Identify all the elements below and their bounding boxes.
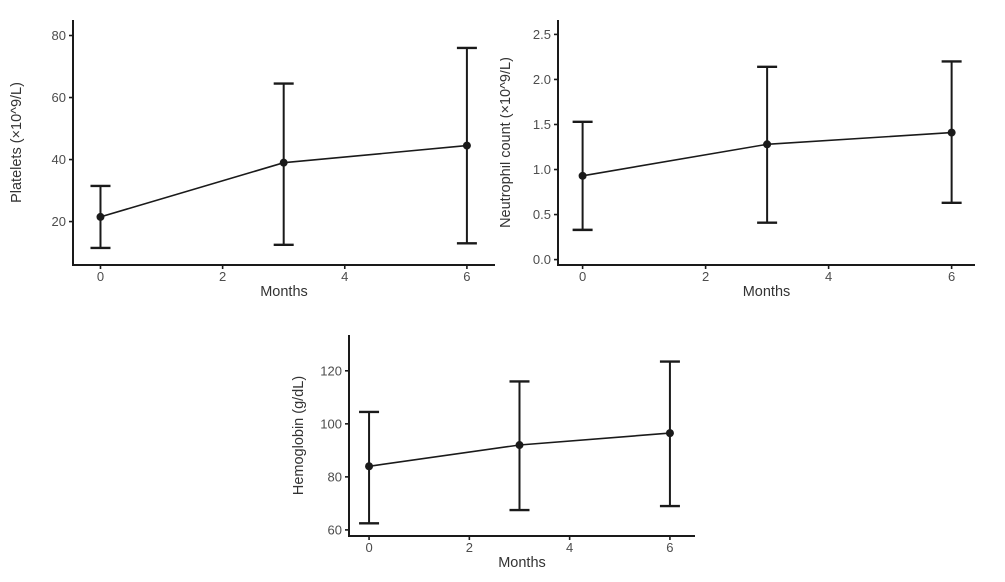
data-point	[947, 128, 956, 137]
y-tick-label: 2.5	[533, 27, 551, 42]
data-point	[578, 171, 587, 180]
data-point	[515, 441, 524, 450]
y-tick-label: 40	[52, 152, 66, 167]
y-tick-label: 120	[320, 363, 342, 378]
y-axis-title: Platelets (×10^9/L)	[9, 82, 25, 203]
x-axis-title: Months	[743, 284, 791, 300]
y-tick-label: 0.0	[533, 252, 551, 267]
data-point	[96, 212, 105, 221]
data-point	[365, 462, 374, 471]
x-axis-title: Months	[260, 284, 308, 300]
x-tick-label: 0	[97, 269, 104, 284]
data-point	[279, 158, 288, 167]
x-axis-title: Months	[498, 555, 546, 571]
y-tick-label: 60	[328, 522, 342, 537]
neutrophil-count-chart: 0.0 0.5 1.0 1.5 2.0 2.5 0 2 4 6 Months Neutrophil c…	[500, 20, 975, 300]
y-axis-title: Hemoglobin (g/dL)	[291, 376, 307, 495]
y-tick-label: 80	[328, 469, 342, 484]
y-tick-label: 1.5	[533, 117, 551, 132]
x-tick-label: 0	[365, 540, 372, 555]
platelets-chart: 20 40 60 80 0 2 4 6 Months Platelets (×10^9/L)	[9, 20, 495, 300]
y-tick-label: 100	[320, 416, 342, 431]
data-point	[665, 429, 674, 438]
x-tick-label: 4	[825, 269, 832, 284]
data-point	[763, 140, 772, 149]
data-point	[462, 141, 471, 150]
x-tick-label: 6	[463, 269, 470, 284]
hemoglobin-chart: 60 80 100 120 0 2 4 6 Months Hemoglobin (g/dL)	[291, 335, 695, 571]
x-tick-label: 0	[579, 269, 586, 284]
x-tick-label: 6	[948, 269, 955, 284]
y-axis-title: Neutrophil count (×10^9/L)	[500, 57, 514, 228]
x-tick-label: 2	[466, 540, 473, 555]
x-tick-label: 6	[666, 540, 673, 555]
y-tick-label: 1.0	[533, 162, 551, 177]
y-tick-label: 80	[52, 28, 66, 43]
y-tick-label: 60	[52, 90, 66, 105]
x-tick-label: 2	[702, 269, 709, 284]
y-tick-label: 20	[52, 214, 66, 229]
x-tick-label: 4	[341, 269, 348, 284]
y-tick-label: 0.5	[533, 207, 551, 222]
x-tick-label: 2	[219, 269, 226, 284]
y-tick-label: 2.0	[533, 72, 551, 87]
x-tick-label: 4	[566, 540, 573, 555]
